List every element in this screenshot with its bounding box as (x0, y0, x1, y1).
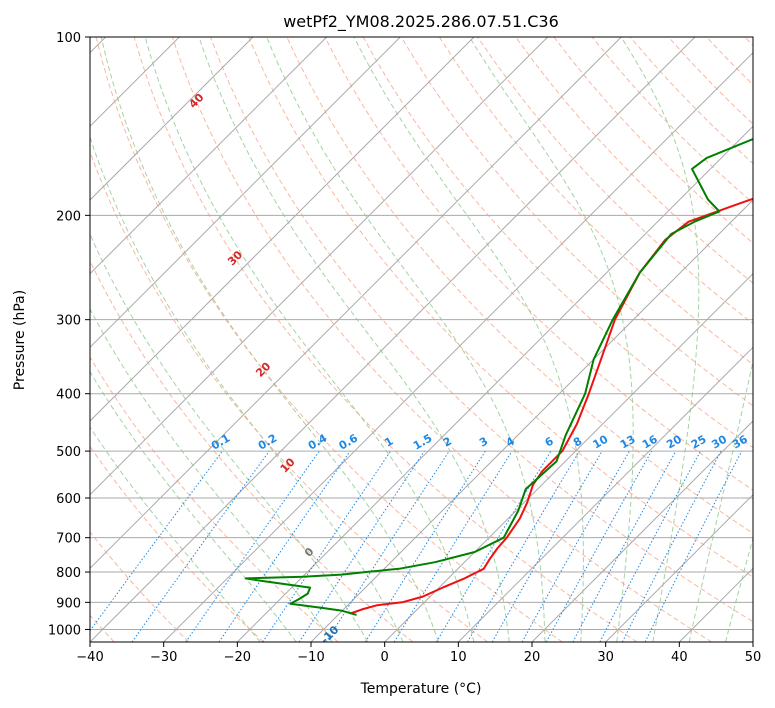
x-axis: −40 −30 −20 −10 0 10 20 30 40 50 (76, 642, 761, 665)
x-tick-label: 50 (745, 650, 762, 665)
isotherm--50 (90, 37, 622, 570)
moist-adiabat (688, 358, 753, 642)
mixing-ratio-line (393, 450, 513, 642)
x-tick-label: 40 (671, 650, 688, 665)
x-tick-label: 30 (597, 650, 614, 665)
mixing-ratio-line (325, 450, 450, 642)
isotherms (90, 37, 753, 642)
isotherm--40 (90, 37, 696, 642)
dewpoint-profile (244, 137, 753, 616)
isotherm--20 (236, 125, 753, 642)
isobars (90, 37, 753, 630)
isotherm-20 (531, 420, 753, 642)
moist-adiabat (90, 232, 369, 642)
moist-adiabat (90, 308, 333, 642)
y-tick-label: 800 (56, 566, 81, 581)
mixing-ratio-line (262, 450, 392, 642)
mixing-ratio-line (131, 450, 270, 642)
moist-adiabat (725, 536, 753, 642)
mixing-ratio-line (644, 450, 743, 642)
moist-adiabat (620, 37, 700, 642)
dry-adiabat (515, 37, 753, 284)
mixing-ratio-line (545, 450, 653, 642)
y-tick-label: 900 (56, 596, 81, 611)
x-tick-label: −40 (76, 650, 103, 665)
dry-adiabat (90, 150, 488, 642)
y-tick-label: 700 (56, 532, 81, 547)
moist-adiabat (144, 37, 475, 642)
moist-adiabat (469, 37, 634, 642)
mixing-ratio-line (572, 450, 677, 642)
y-tick-label: 100 (56, 31, 81, 46)
dry-adiabat (248, 37, 753, 578)
isotherm--70 (90, 37, 475, 422)
isotherm--30 (163, 51, 753, 642)
x-tick-label: 10 (450, 650, 467, 665)
mixing-ratio-line (364, 450, 486, 642)
y-tick-label: 200 (56, 209, 81, 224)
moist-adiabat (198, 37, 510, 642)
y-axis-label: Pressure (hPa) (12, 290, 28, 390)
x-tick-label: 20 (524, 650, 541, 665)
mixing-ratio-line (621, 450, 722, 642)
moist-adiabat (90, 135, 404, 642)
dry-adiabat (95, 37, 563, 642)
dry-adiabat (133, 37, 638, 642)
plot-frame (89, 36, 754, 643)
x-tick-label: −10 (297, 650, 324, 665)
temperature-profile (350, 197, 753, 615)
isotherm--90 (90, 37, 328, 275)
chart-title: wetPf2_YM08.2025.286.07.51.C36 (283, 12, 559, 32)
y-tick-label: 600 (56, 492, 81, 507)
y-tick-label: 300 (56, 314, 81, 329)
mixing-ratio-line (521, 450, 630, 642)
x-tick-label: 0 (381, 650, 389, 665)
dry-adiabat (210, 37, 753, 623)
profiles (244, 137, 753, 616)
dry-adiabat (171, 37, 712, 642)
mixing-ratio-line (298, 450, 425, 642)
isotherm--100 (90, 37, 254, 201)
isotherm--60 (90, 37, 549, 496)
moist-adiabat (266, 37, 546, 642)
dry-adiabat (90, 356, 339, 642)
x-axis-label: Temperature (°C) (360, 681, 482, 697)
mixing-ratio-line (90, 450, 223, 632)
dry-adiabat (438, 37, 753, 366)
isotherm--80 (90, 37, 401, 349)
y-tick-label: 500 (56, 445, 81, 460)
mixing-ratio-line (185, 450, 320, 642)
isotherm-50 (752, 641, 753, 642)
dry-adiabat (90, 445, 264, 642)
isotherm-0 (384, 272, 753, 642)
mixing-ratio-line (599, 450, 701, 642)
x-tick-label: −20 (224, 650, 251, 665)
dry-adiabat (324, 37, 753, 491)
mixing-ratio-line (218, 450, 351, 642)
y-axis: 100 200 300 400 500 600 700 800 900 1000 (48, 31, 90, 638)
isotherm-10 (457, 346, 753, 642)
dry-adiabat (90, 531, 190, 642)
moist-adiabat (100, 37, 439, 642)
plot-background (90, 37, 753, 642)
isotherm--10 (310, 199, 753, 642)
y-tick-label: 400 (56, 388, 81, 403)
moist-adiabat (90, 426, 261, 642)
isotherm-30 (605, 493, 753, 642)
moist-adiabats (90, 37, 753, 642)
moist-adiabat (353, 37, 584, 642)
y-tick-label: 1000 (48, 623, 81, 638)
dry-adiabat (400, 37, 753, 407)
x-tick-label: −30 (150, 650, 177, 665)
